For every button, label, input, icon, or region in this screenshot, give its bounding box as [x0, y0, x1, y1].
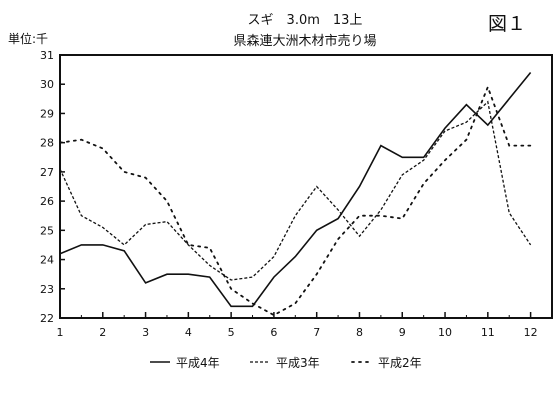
x-tick-label: 2 — [99, 326, 106, 339]
y-tick-label: 26 — [40, 195, 54, 208]
x-tick-label: 5 — [228, 326, 235, 339]
y-tick-label: 30 — [40, 78, 54, 91]
series-line — [59, 100, 532, 281]
chart-title-line1: スギ 3.0m 13上 — [248, 13, 363, 28]
x-tick-label: 4 — [185, 326, 192, 339]
x-tick-label: 10 — [438, 326, 452, 339]
x-tick-label: 3 — [142, 326, 149, 339]
x-tick-label: 7 — [313, 326, 320, 339]
x-axis-ticks: 1 2 3 4 5 6 7 8 9 10 11 12 — [57, 312, 553, 339]
legend-label: 平成4年 — [176, 356, 220, 370]
y-tick-label: 27 — [40, 166, 54, 179]
x-tick-label: 12 — [524, 326, 538, 339]
x-tick-label: 1 — [57, 326, 64, 339]
y-tick-label: 28 — [40, 137, 54, 150]
series-line — [59, 71, 532, 308]
y-tick-label: 29 — [40, 107, 54, 120]
y-axis-ticks: 22 23 24 25 26 27 28 29 30 31 — [40, 49, 65, 325]
chart-title-line2: 県森連大洲木材市売り場 — [233, 33, 376, 49]
x-tick-label: 6 — [270, 326, 277, 339]
y-tick-label: 23 — [40, 283, 54, 296]
x-tick-label: 8 — [356, 326, 363, 339]
y-tick-label: 25 — [40, 224, 54, 237]
y-axis-label: 単位:千 — [8, 31, 48, 46]
figure-label: 図１ — [488, 13, 526, 35]
legend: 平成4年 平成3年 平成2年 — [150, 356, 422, 370]
plot-frame — [59, 54, 553, 319]
legend-label: 平成2年 — [378, 356, 422, 370]
x-tick-label: 9 — [399, 326, 406, 339]
x-tick-label: 11 — [481, 326, 495, 339]
legend-label: 平成3年 — [276, 356, 320, 370]
series-line — [59, 84, 532, 317]
y-tick-label: 24 — [40, 254, 54, 267]
y-tick-label: 31 — [40, 49, 54, 62]
series-lines — [59, 71, 532, 317]
y-tick-label: 22 — [40, 312, 54, 325]
